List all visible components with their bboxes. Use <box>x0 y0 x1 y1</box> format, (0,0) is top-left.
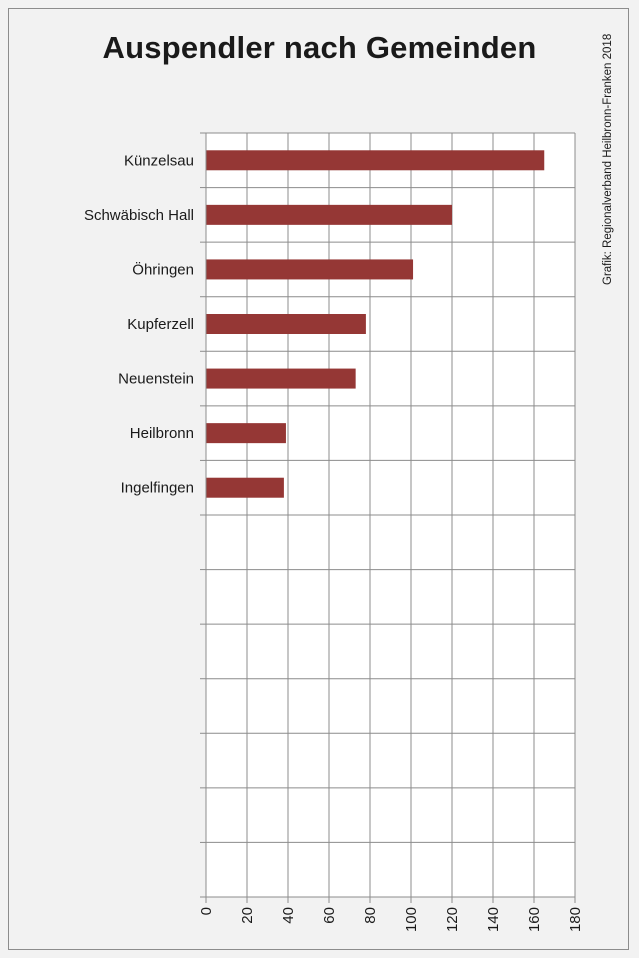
x-tick-label: 140 <box>485 907 502 932</box>
chart-title: Auspendler nach Gemeinden <box>102 30 537 65</box>
x-tick-label: 120 <box>444 907 461 932</box>
bar <box>206 314 366 334</box>
x-tick-label: 160 <box>526 907 543 932</box>
category-label: Heilbronn <box>130 425 194 442</box>
bar <box>206 150 545 171</box>
bar <box>206 259 414 280</box>
x-tick-label: 60 <box>321 907 338 924</box>
bar <box>206 477 284 498</box>
x-tick-label: 180 <box>567 907 584 932</box>
bar <box>206 204 452 225</box>
x-tick-label: 80 <box>362 907 379 924</box>
x-tick-label: 20 <box>239 907 256 924</box>
category-label: Künzelsau <box>124 152 194 169</box>
x-tick-label: 100 <box>403 907 420 932</box>
category-label: Schwäbisch Hall <box>84 207 194 224</box>
bar <box>206 368 356 389</box>
x-tick-label: 0 <box>198 907 215 915</box>
category-label: Kupferzell <box>127 316 194 333</box>
category-label: Öhringen <box>132 260 194 278</box>
bar <box>206 423 286 444</box>
x-tick-label: 40 <box>280 907 297 924</box>
category-label: Neuenstein <box>118 371 194 388</box>
category-label: Ingelfingen <box>121 480 194 497</box>
